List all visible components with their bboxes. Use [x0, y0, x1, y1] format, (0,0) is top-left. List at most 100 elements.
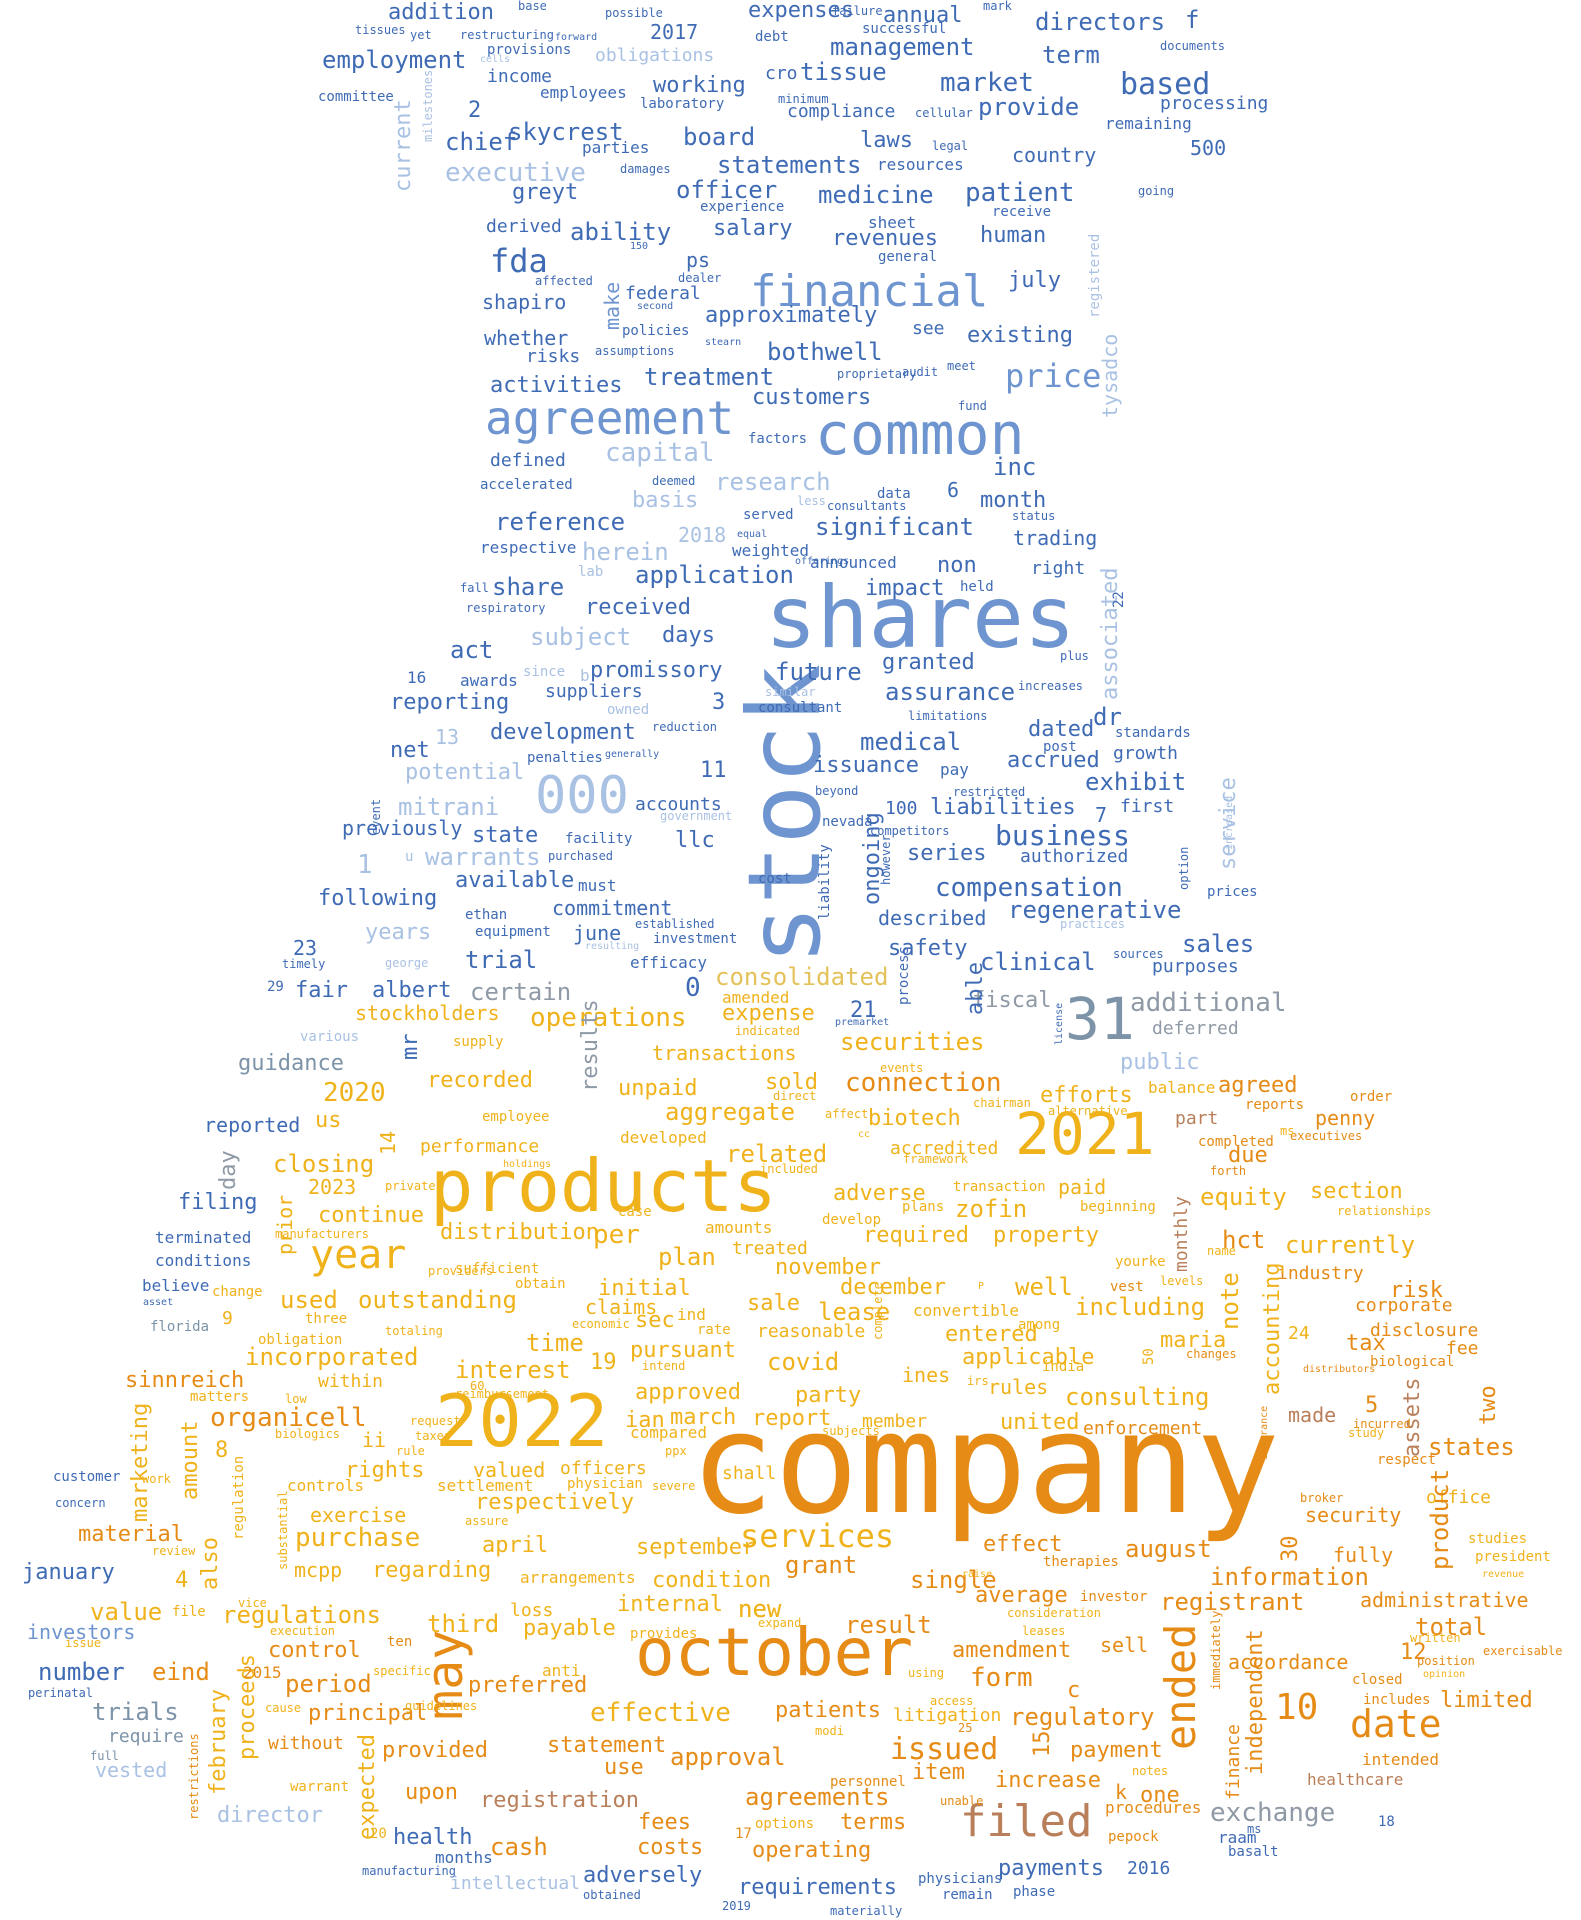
cloud-word: order	[1350, 1089, 1393, 1105]
cloud-word: performance	[420, 1136, 540, 1157]
cloud-word: section	[1310, 1179, 1403, 1204]
cloud-word: yet	[410, 28, 432, 42]
cloud-word: single	[910, 1566, 997, 1594]
cloud-word: part	[1175, 1108, 1219, 1129]
cloud-word: consideration	[1007, 1606, 1101, 1620]
cloud-word: 150	[630, 241, 649, 252]
cloud-word: 9	[222, 1308, 233, 1329]
cloud-word: controls	[287, 1476, 365, 1495]
cloud-word: 29	[267, 979, 284, 995]
cloud-word: immediately	[1209, 1610, 1223, 1690]
cloud-word: vest	[1110, 1279, 1144, 1295]
cloud-word: bothwell	[767, 338, 883, 366]
cloud-word: experience	[700, 199, 785, 215]
cloud-word: well	[1015, 1273, 1073, 1301]
cloud-word: reasonable	[757, 1321, 866, 1342]
cloud-word: additional	[1130, 988, 1287, 1018]
cloud-word: fda	[490, 242, 548, 280]
cloud-word: irs	[967, 1374, 989, 1388]
cloud-word: efforts	[1040, 1083, 1133, 1108]
cloud-word: non	[937, 553, 977, 578]
cloud-word: item	[912, 1760, 965, 1785]
cloud-word: compared	[630, 1423, 708, 1442]
cloud-word: stearn	[705, 337, 742, 348]
cloud-word: activities	[490, 373, 623, 398]
cloud-word: information	[1210, 1563, 1369, 1591]
cloud-word: sell	[1100, 1633, 1149, 1657]
cloud-word: physician	[567, 1476, 643, 1492]
cloud-word: within	[318, 1371, 384, 1392]
cloud-word: increases	[1018, 679, 1084, 693]
cloud-word: respective	[480, 538, 577, 557]
cloud-word: able	[963, 962, 988, 1015]
cloud-word: 2016	[1127, 1858, 1171, 1879]
cloud-word: 19	[590, 1350, 617, 1375]
cloud-word: biotech	[868, 1106, 961, 1131]
cloud-word: vice	[238, 1596, 267, 1610]
cloud-word: beginning	[1080, 1199, 1156, 1215]
cloud-word: investors	[27, 1620, 136, 1644]
cloud-word: restrictions	[187, 1733, 201, 1820]
cloud-word: regenerative	[1008, 896, 1182, 924]
cloud-word: customers	[752, 385, 872, 410]
cloud-word: obligation	[258, 1332, 343, 1348]
cloud-word: relationships	[1337, 1204, 1431, 1218]
cloud-word: status	[1012, 509, 1056, 523]
cloud-word: low	[285, 1392, 307, 1406]
cloud-word: date	[1350, 1702, 1442, 1746]
cloud-word: economic	[572, 1317, 630, 1331]
cloud-word: reporting	[390, 690, 510, 715]
cloud-word: common	[815, 400, 1025, 468]
cloud-word: filed	[960, 1796, 1093, 1847]
cloud-word: human	[980, 223, 1047, 248]
cloud-word: incurred	[1353, 1417, 1411, 1431]
cloud-word: purchased	[548, 849, 614, 863]
cloud-word: 15	[1030, 1730, 1055, 1758]
cloud-word: 5	[1365, 1393, 1379, 1418]
cloud-word: b	[580, 666, 590, 685]
cloud-word: result	[845, 1611, 932, 1639]
cloud-word: promissory	[590, 658, 723, 683]
cloud-word: employee	[482, 1109, 550, 1125]
cloud-word: aggregate	[665, 1098, 796, 1126]
cloud-word: 60	[470, 1379, 485, 1393]
cloud-word: medical	[860, 728, 962, 756]
cloud-word: P	[978, 1281, 985, 1292]
cloud-word: sheet	[868, 213, 917, 232]
cloud-word: opinion	[1423, 1669, 1466, 1680]
cloud-word: event	[369, 798, 383, 835]
cloud-word: property	[993, 1223, 1099, 1248]
cloud-word: previously	[342, 816, 463, 840]
cloud-word: loss	[510, 1600, 554, 1621]
cloud-word: process	[896, 945, 912, 1005]
cloud-word: equity	[1200, 1183, 1287, 1211]
cloud-word: ten	[387, 1634, 413, 1650]
cloud-word: directors	[1035, 8, 1166, 36]
cloud-word: data	[877, 486, 911, 502]
cloud-word: notes	[1132, 1764, 1169, 1778]
cloud-word: beyond	[815, 784, 859, 798]
cloud-word: president	[1475, 1549, 1551, 1565]
cloud-word: dr	[1093, 703, 1122, 731]
cloud-word: associated	[1098, 567, 1123, 700]
cloud-word: personnel	[830, 1774, 906, 1790]
cloud-word: similar	[765, 685, 816, 699]
cloud-word: holdings	[503, 1159, 552, 1170]
cloud-word: 23	[293, 936, 318, 960]
cloud-word: general	[878, 249, 938, 265]
cloud-word: limited	[1440, 1688, 1533, 1713]
cloud-word: public	[1120, 1050, 1200, 1075]
cloud-word: established	[635, 917, 715, 931]
cloud-word: used	[280, 1286, 338, 1314]
cloud-word: phase	[1013, 1884, 1056, 1900]
cloud-word: liabilities	[930, 795, 1076, 820]
cloud-word: interest	[455, 1356, 571, 1384]
cloud-word: share	[492, 573, 565, 601]
cloud-word: zofin	[955, 1195, 1028, 1223]
cloud-word: marketing	[128, 1402, 153, 1522]
cloud-word: mr	[398, 1033, 423, 1061]
cloud-word: plan	[658, 1243, 716, 1271]
cloud-word: yourke	[1115, 1254, 1166, 1270]
cloud-word: shall	[722, 1463, 777, 1484]
cloud-word: new	[738, 1595, 782, 1623]
